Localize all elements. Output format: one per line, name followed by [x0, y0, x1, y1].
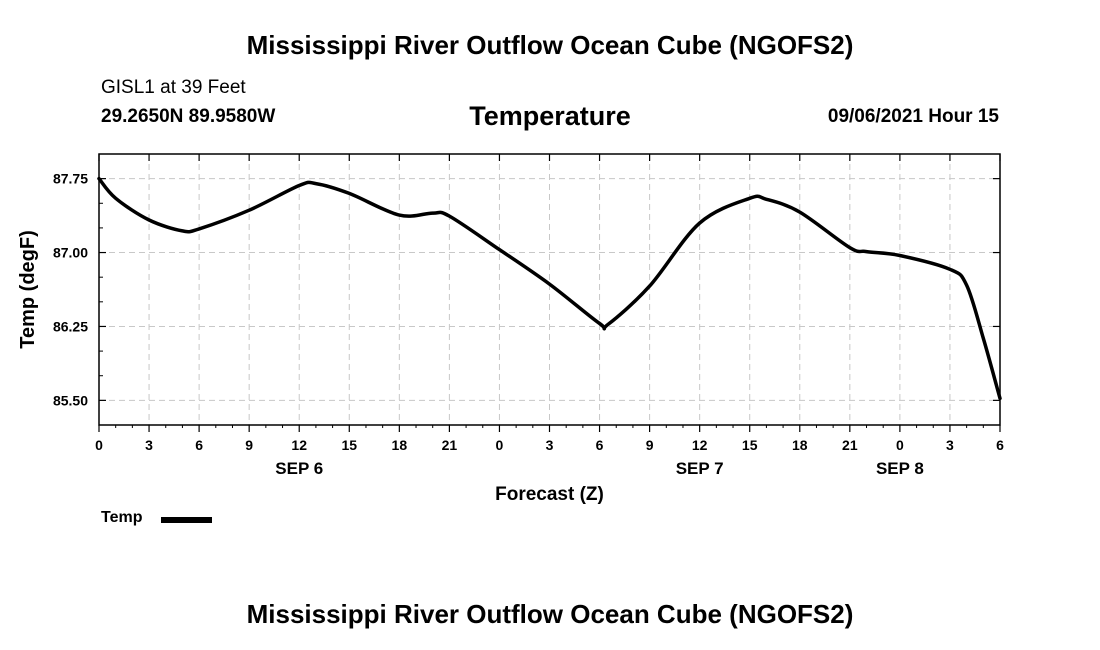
x-tick-label: 12: [291, 437, 307, 453]
y-tick-label: 87.00: [53, 245, 88, 261]
chart-title: Temperature: [469, 101, 631, 131]
x-tick-label: 6: [596, 437, 604, 453]
x-tick-label: 9: [245, 437, 253, 453]
y-tick-label: 85.50: [53, 392, 88, 408]
x-axis-label: Forecast (Z): [495, 484, 604, 505]
x-tick-label: 3: [946, 437, 954, 453]
x-tick-label: 3: [546, 437, 554, 453]
forecast-datetime: 09/06/2021 Hour 15: [827, 106, 999, 127]
x-day-label: SEP 6: [275, 459, 323, 478]
x-tick-label: 18: [392, 437, 408, 453]
legend-label: Temp: [101, 509, 143, 526]
legend-swatch: [161, 517, 212, 523]
x-day-label: SEP 8: [876, 459, 924, 478]
y-axis-label: Temp (degF): [17, 230, 39, 349]
x-tick-label: 15: [742, 437, 758, 453]
plot-frame: [98, 153, 1001, 426]
chart-main-title: Mississippi River Outflow Ocean Cube (NG…: [246, 30, 854, 60]
x-tick-label: 0: [496, 437, 504, 453]
x-tick-label: 12: [692, 437, 708, 453]
y-tick-label: 87.75: [53, 171, 88, 187]
x-tick-label: 9: [646, 437, 654, 453]
x-tick-label: 0: [896, 437, 904, 453]
x-day-label: SEP 7: [676, 459, 724, 478]
x-tick-label: 3: [145, 437, 153, 453]
x-tick-label: 6: [195, 437, 203, 453]
x-tick-label: 15: [341, 437, 357, 453]
footer-title: Mississippi River Outflow Ocean Cube (NG…: [246, 599, 854, 629]
x-tick-label: 0: [95, 437, 103, 453]
x-tick-label: 6: [996, 437, 1004, 453]
y-tick-label: 86.25: [53, 318, 88, 334]
station-coordinates: 29.2650N 89.9580W: [101, 106, 276, 127]
x-tick-label: 21: [442, 437, 458, 453]
station-label: GISL1 at 39 Feet: [101, 77, 246, 98]
x-tick-label: 18: [792, 437, 808, 453]
series-line-temp: [97, 176, 1002, 401]
x-tick-label: 21: [842, 437, 858, 453]
